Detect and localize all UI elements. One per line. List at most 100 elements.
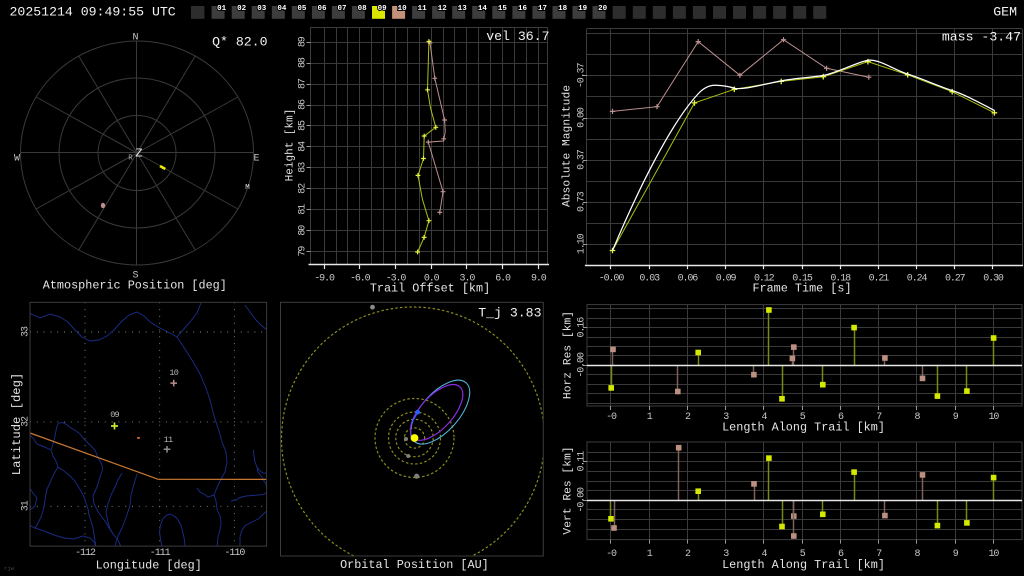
svg-text:01: 01: [217, 5, 227, 13]
svg-text:0.15: 0.15: [792, 274, 813, 285]
svg-text:-0: -0: [606, 549, 617, 560]
svg-text:87: 87: [298, 78, 309, 89]
svg-text:7: 7: [876, 412, 882, 423]
svg-text:88: 88: [298, 57, 309, 68]
svg-text:10: 10: [169, 368, 178, 378]
svg-text:82: 82: [298, 183, 309, 194]
svg-text:Atmospheric Position [deg]: Atmospheric Position [deg]: [43, 279, 227, 293]
svg-text:09: 09: [378, 5, 388, 13]
svg-text:5: 5: [800, 549, 806, 560]
svg-text:-9.0: -9.0: [314, 274, 335, 285]
svg-text:-0.00: -0.00: [577, 487, 588, 513]
svg-text:N: N: [132, 33, 138, 44]
svg-text:-112: -112: [75, 548, 96, 559]
svg-text:S: S: [132, 271, 138, 282]
svg-text:-0.37: -0.37: [577, 63, 588, 89]
svg-text:5: 5: [800, 412, 806, 423]
svg-text:0.16: 0.16: [577, 317, 588, 338]
svg-text:R: R: [128, 155, 133, 163]
svg-text:-110: -110: [224, 548, 245, 559]
svg-text:M: M: [245, 184, 250, 192]
svg-text:20: 20: [598, 5, 608, 13]
svg-text:0.0: 0.0: [424, 274, 440, 285]
svg-text:9: 9: [953, 412, 959, 423]
svg-text:0.18: 0.18: [830, 274, 851, 285]
svg-text:-3.0: -3.0: [386, 274, 407, 285]
svg-text:0.24: 0.24: [907, 274, 928, 285]
svg-text:85: 85: [298, 120, 309, 131]
svg-text:18: 18: [558, 5, 568, 13]
svg-text:0.30: 0.30: [983, 274, 1004, 285]
svg-text:0.27: 0.27: [945, 274, 966, 285]
svg-text:Z: Z: [135, 147, 142, 161]
svg-text:0.06: 0.06: [678, 274, 699, 285]
svg-text:13: 13: [458, 5, 468, 13]
svg-text:0.37: 0.37: [577, 149, 588, 170]
svg-text:15: 15: [498, 5, 508, 13]
svg-text:8: 8: [914, 549, 920, 560]
svg-text:4: 4: [762, 549, 768, 560]
svg-text:32: 32: [21, 416, 32, 427]
svg-text:rjw: rjw: [4, 565, 15, 572]
svg-text:-6.0: -6.0: [350, 274, 371, 285]
svg-text:0.73: 0.73: [577, 191, 588, 212]
svg-text:11: 11: [164, 435, 173, 445]
svg-text:-0.00: -0.00: [577, 352, 588, 378]
svg-text:Length Along Trail [km]: Length Along Trail [km]: [722, 421, 885, 435]
svg-text:12: 12: [438, 5, 448, 13]
svg-text:20251214 09:49:55 UTC: 20251214 09:49:55 UTC: [10, 5, 176, 20]
svg-text:Length Along Trail [km]: Length Along Trail [km]: [722, 558, 885, 572]
svg-text:-0.00: -0.00: [599, 274, 625, 285]
svg-text:07: 07: [337, 5, 346, 13]
svg-text:3: 3: [723, 412, 729, 423]
svg-text:8: 8: [914, 412, 920, 423]
svg-text:mass -3.47: mass -3.47: [942, 30, 1021, 45]
svg-text:-111: -111: [150, 548, 171, 559]
svg-text:Horz Res [km]: Horz Res [km]: [563, 311, 575, 399]
svg-text:4: 4: [762, 412, 768, 423]
svg-text:1.10: 1.10: [577, 233, 588, 254]
svg-text:3: 3: [723, 549, 729, 560]
svg-text:3.0: 3.0: [460, 274, 476, 285]
svg-text:09: 09: [110, 410, 119, 420]
svg-text:Frame Time [s]: Frame Time [s]: [752, 282, 851, 296]
svg-text:2: 2: [685, 549, 691, 560]
svg-text:11: 11: [418, 5, 428, 13]
svg-text:02: 02: [237, 5, 247, 13]
svg-text:Q* 82.0: Q* 82.0: [212, 35, 267, 50]
svg-text:Vert Res [km]: Vert Res [km]: [563, 446, 575, 534]
svg-text:33: 33: [21, 326, 32, 337]
svg-text:83: 83: [298, 162, 309, 173]
svg-text:1: 1: [647, 549, 653, 560]
svg-text:89: 89: [298, 36, 309, 47]
svg-text:GEM: GEM: [993, 5, 1017, 20]
svg-text:7: 7: [876, 549, 882, 560]
svg-text:E: E: [253, 154, 259, 165]
svg-text:06: 06: [317, 5, 327, 13]
svg-text:79: 79: [298, 246, 309, 257]
svg-text:16: 16: [518, 5, 528, 13]
svg-text:14: 14: [478, 5, 488, 13]
svg-text:6.0: 6.0: [495, 274, 511, 285]
svg-text:1: 1: [647, 412, 653, 423]
svg-text:0.11: 0.11: [577, 451, 588, 472]
svg-text:0.21: 0.21: [869, 274, 890, 285]
svg-text:80: 80: [298, 225, 309, 236]
svg-text:10: 10: [398, 5, 408, 13]
svg-text:Orbital Position [AU]: Orbital Position [AU]: [340, 558, 489, 572]
svg-text:08: 08: [358, 5, 368, 13]
svg-text:0.09: 0.09: [716, 274, 737, 285]
svg-text:0.12: 0.12: [754, 274, 775, 285]
svg-text:Height [km]: Height [km]: [285, 109, 297, 182]
svg-text:6: 6: [838, 549, 844, 560]
svg-text:6: 6: [838, 412, 844, 423]
svg-text:Longitude [deg]: Longitude [deg]: [96, 559, 202, 573]
svg-text:10: 10: [988, 412, 999, 423]
svg-text:19: 19: [578, 5, 588, 13]
svg-text:03: 03: [257, 5, 267, 13]
svg-text:Latitude [deg]: Latitude [deg]: [10, 373, 24, 475]
svg-text:-0: -0: [606, 412, 617, 423]
svg-text:04: 04: [277, 5, 287, 13]
svg-text:0.03: 0.03: [639, 274, 660, 285]
svg-text:10: 10: [988, 549, 999, 560]
